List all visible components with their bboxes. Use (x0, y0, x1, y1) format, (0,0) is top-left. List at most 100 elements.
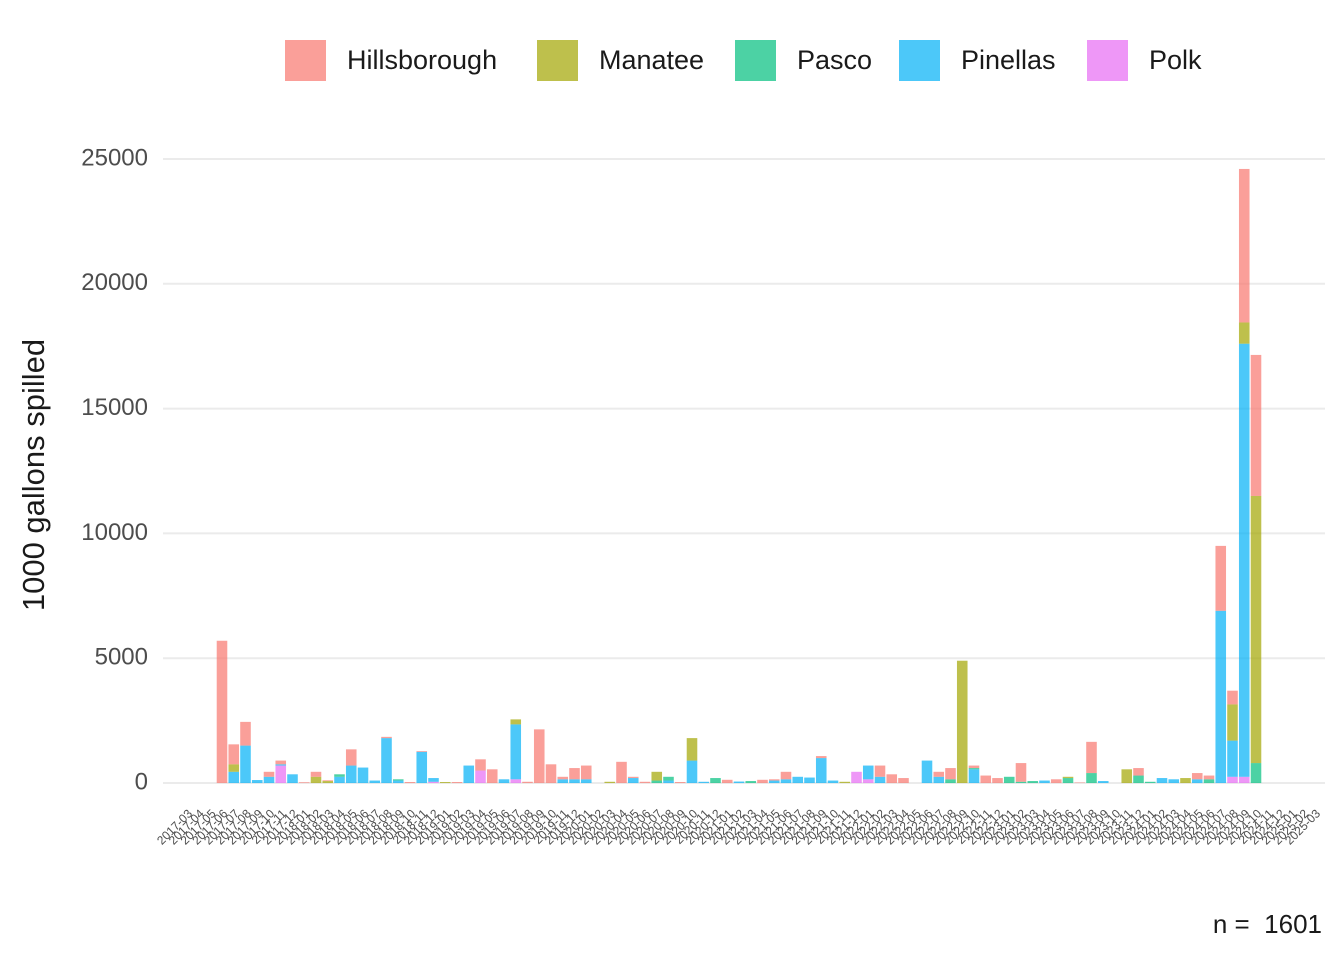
bar-segment (1250, 354, 1262, 496)
bar-segment (1191, 779, 1203, 784)
bar-segment (639, 781, 651, 784)
bar-segment (815, 756, 827, 759)
bar-segment (886, 774, 898, 784)
bar-segment (616, 761, 627, 784)
bar-segment (275, 764, 287, 766)
bar-segment (392, 779, 404, 781)
legend-key (537, 40, 578, 81)
bar-segment (968, 769, 980, 784)
bar-segment (651, 780, 663, 784)
bar-segment (240, 745, 251, 784)
bar-segment (1015, 763, 1027, 782)
bar-segment (1227, 776, 1238, 784)
bar-segment (1203, 779, 1215, 784)
bar-segment (1062, 778, 1074, 784)
bar-segment (945, 768, 956, 780)
bar-segment (475, 759, 486, 771)
bar-segment (1238, 168, 1250, 323)
bar-segment (663, 776, 674, 781)
bar-segment (357, 767, 369, 784)
bar-segment (522, 781, 533, 784)
bar-segment (1227, 690, 1238, 705)
bar-segment (228, 744, 240, 765)
bar-segment (545, 764, 557, 784)
y-tick-label: 0 (135, 768, 148, 795)
bar-segment (334, 774, 345, 777)
bar-segment (1097, 781, 1109, 784)
bar-segment (510, 779, 522, 784)
y-tick-label: 20000 (81, 269, 148, 296)
bar-segment (1050, 779, 1062, 784)
legend-key (285, 40, 326, 81)
bar-segment (451, 782, 463, 784)
bar-segment (275, 760, 287, 765)
bar-segment (933, 776, 945, 784)
bar-segment (1062, 776, 1074, 779)
bar-segment (627, 778, 639, 784)
bar-segment (228, 764, 240, 772)
y-axis-title: 1000 gallons spilled (16, 339, 51, 611)
bar-segment (240, 721, 251, 746)
bar-segment (627, 776, 639, 779)
bar-segment (263, 771, 275, 777)
bar-segment (428, 781, 439, 784)
bar-segment (1250, 763, 1262, 784)
bar-segment (439, 782, 451, 784)
bar-segment (1121, 769, 1133, 784)
bar-segment (768, 779, 780, 781)
bar-segment (510, 719, 522, 725)
bar-segment (851, 771, 862, 784)
legend-key (735, 40, 776, 81)
bar-segment (1180, 778, 1191, 784)
bar-segment (580, 779, 592, 784)
bar-segment (1203, 775, 1215, 780)
bar-segment (369, 780, 381, 784)
bar-segment (815, 758, 827, 784)
bar-segment (322, 780, 334, 782)
bar-segment (334, 776, 345, 784)
bar-segment (416, 751, 428, 784)
bar-segment (839, 781, 851, 784)
bar-segment (710, 778, 721, 784)
bar-segment (569, 768, 580, 780)
bar-segment (780, 779, 792, 784)
bar-segment (1238, 343, 1250, 777)
bar-segment (1156, 778, 1168, 784)
bar-segment (1086, 773, 1097, 784)
bar-segment (298, 782, 310, 784)
bar-segment (404, 782, 416, 784)
y-tick-label: 10000 (81, 519, 148, 546)
bar-segment (510, 724, 522, 780)
bar-segment (1215, 610, 1227, 784)
bar-segment (569, 779, 580, 784)
bar-segment (792, 776, 804, 784)
bar-segment (1015, 781, 1027, 784)
bar-segment (428, 778, 439, 782)
bar-segment (486, 769, 498, 784)
legend-label: Hillsborough (347, 45, 497, 75)
legend-label: Pasco (797, 45, 872, 75)
bar-segment (898, 778, 909, 784)
bar-segment (698, 781, 710, 784)
bar-segment (968, 768, 980, 770)
bar-segment (1133, 768, 1144, 776)
bar-segment (874, 765, 886, 777)
bar-segment (381, 736, 392, 739)
bar-segment (1086, 741, 1097, 774)
bar-segment (1250, 495, 1262, 764)
bar-segment (498, 779, 510, 784)
bar-segment (745, 781, 757, 784)
bar-segment (287, 774, 298, 784)
bar-segment (862, 765, 874, 780)
bar-segment (533, 729, 545, 784)
bar-segment (228, 771, 240, 784)
bar-segment (827, 780, 839, 784)
y-tick-label: 15000 (81, 394, 148, 421)
bar-segment (310, 776, 322, 784)
bar-segment (968, 765, 980, 769)
legend-key (1087, 40, 1128, 81)
bar-segment (1191, 773, 1203, 780)
bar-segment (663, 780, 674, 784)
bar-segment (322, 781, 334, 784)
